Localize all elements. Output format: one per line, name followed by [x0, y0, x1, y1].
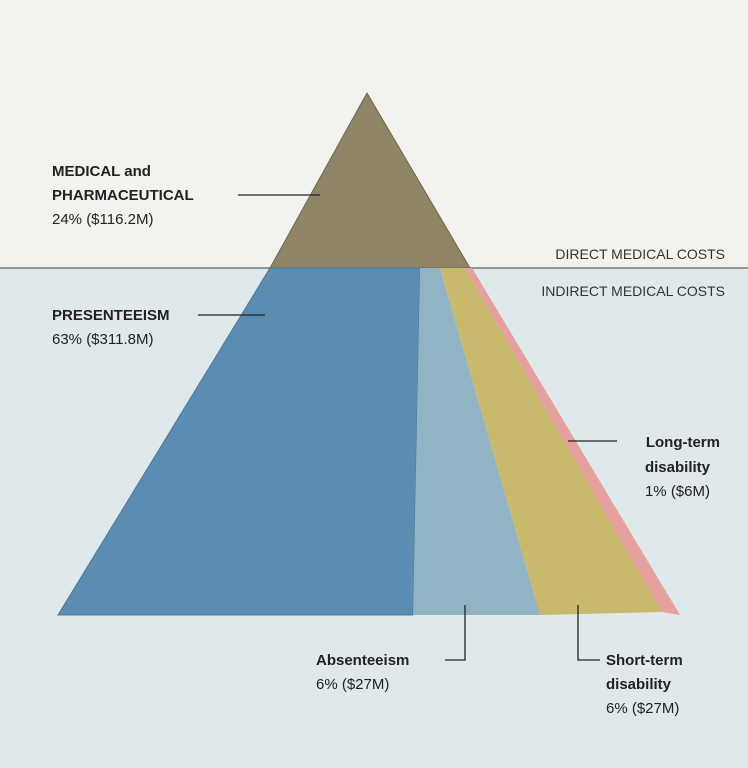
- segment-name: disability: [645, 459, 711, 476]
- leader-line: [577, 605, 600, 661]
- segment-short-term: [440, 268, 662, 615]
- segment-value: 6% ($27M): [316, 676, 389, 693]
- leader-line: [445, 605, 466, 661]
- segment-name: disability: [606, 676, 672, 693]
- segment-absenteeism: [413, 268, 540, 615]
- segment-name: Absenteeism: [316, 652, 409, 669]
- segment-value: 6% ($27M): [606, 700, 679, 717]
- segment-name: Short-term: [606, 652, 683, 669]
- band-label: INDIRECT MEDICAL COSTS: [541, 283, 725, 299]
- segment-name: Long-term: [646, 434, 720, 451]
- segment-value: 1% ($6M): [645, 483, 710, 500]
- segment-value: 63% ($311.8M): [52, 331, 153, 348]
- segment-value: 24% ($116.2M): [52, 211, 153, 228]
- segment-name: PRESENTEEISM: [52, 307, 170, 324]
- segment-name: PHARMACEUTICAL: [52, 187, 194, 204]
- band-label: DIRECT MEDICAL COSTS: [555, 246, 725, 262]
- segment-name: MEDICAL and: [52, 163, 151, 180]
